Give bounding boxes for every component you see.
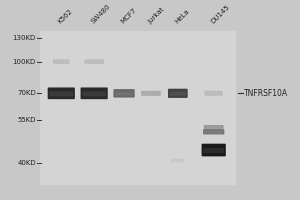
- Text: Jurkat: Jurkat: [147, 6, 165, 25]
- FancyBboxPatch shape: [53, 59, 70, 64]
- FancyBboxPatch shape: [81, 87, 108, 99]
- FancyBboxPatch shape: [203, 129, 224, 134]
- FancyBboxPatch shape: [82, 91, 106, 96]
- FancyBboxPatch shape: [202, 144, 226, 156]
- Text: SW480: SW480: [90, 3, 112, 25]
- FancyBboxPatch shape: [113, 89, 135, 98]
- FancyBboxPatch shape: [204, 125, 224, 129]
- FancyBboxPatch shape: [171, 159, 185, 162]
- Text: TNFRSF10A: TNFRSF10A: [244, 89, 288, 98]
- Text: 100KD: 100KD: [13, 59, 36, 65]
- FancyBboxPatch shape: [205, 91, 223, 96]
- FancyBboxPatch shape: [203, 148, 224, 153]
- FancyBboxPatch shape: [50, 91, 73, 96]
- FancyBboxPatch shape: [168, 89, 188, 98]
- FancyBboxPatch shape: [84, 59, 104, 64]
- FancyBboxPatch shape: [143, 92, 159, 95]
- Text: 40KD: 40KD: [17, 160, 36, 166]
- Text: MCF7: MCF7: [120, 7, 138, 25]
- FancyBboxPatch shape: [115, 92, 133, 96]
- FancyBboxPatch shape: [141, 91, 161, 96]
- Text: 70KD: 70KD: [17, 90, 36, 96]
- FancyBboxPatch shape: [48, 87, 75, 99]
- FancyBboxPatch shape: [170, 92, 186, 96]
- Text: K562: K562: [57, 8, 74, 25]
- Text: DU145: DU145: [209, 4, 230, 25]
- Text: 55KD: 55KD: [17, 117, 36, 123]
- Text: HeLa: HeLa: [174, 8, 190, 25]
- Text: 130KD: 130KD: [13, 35, 36, 41]
- Bar: [40, 31, 236, 185]
- FancyBboxPatch shape: [206, 126, 222, 128]
- FancyBboxPatch shape: [205, 131, 223, 133]
